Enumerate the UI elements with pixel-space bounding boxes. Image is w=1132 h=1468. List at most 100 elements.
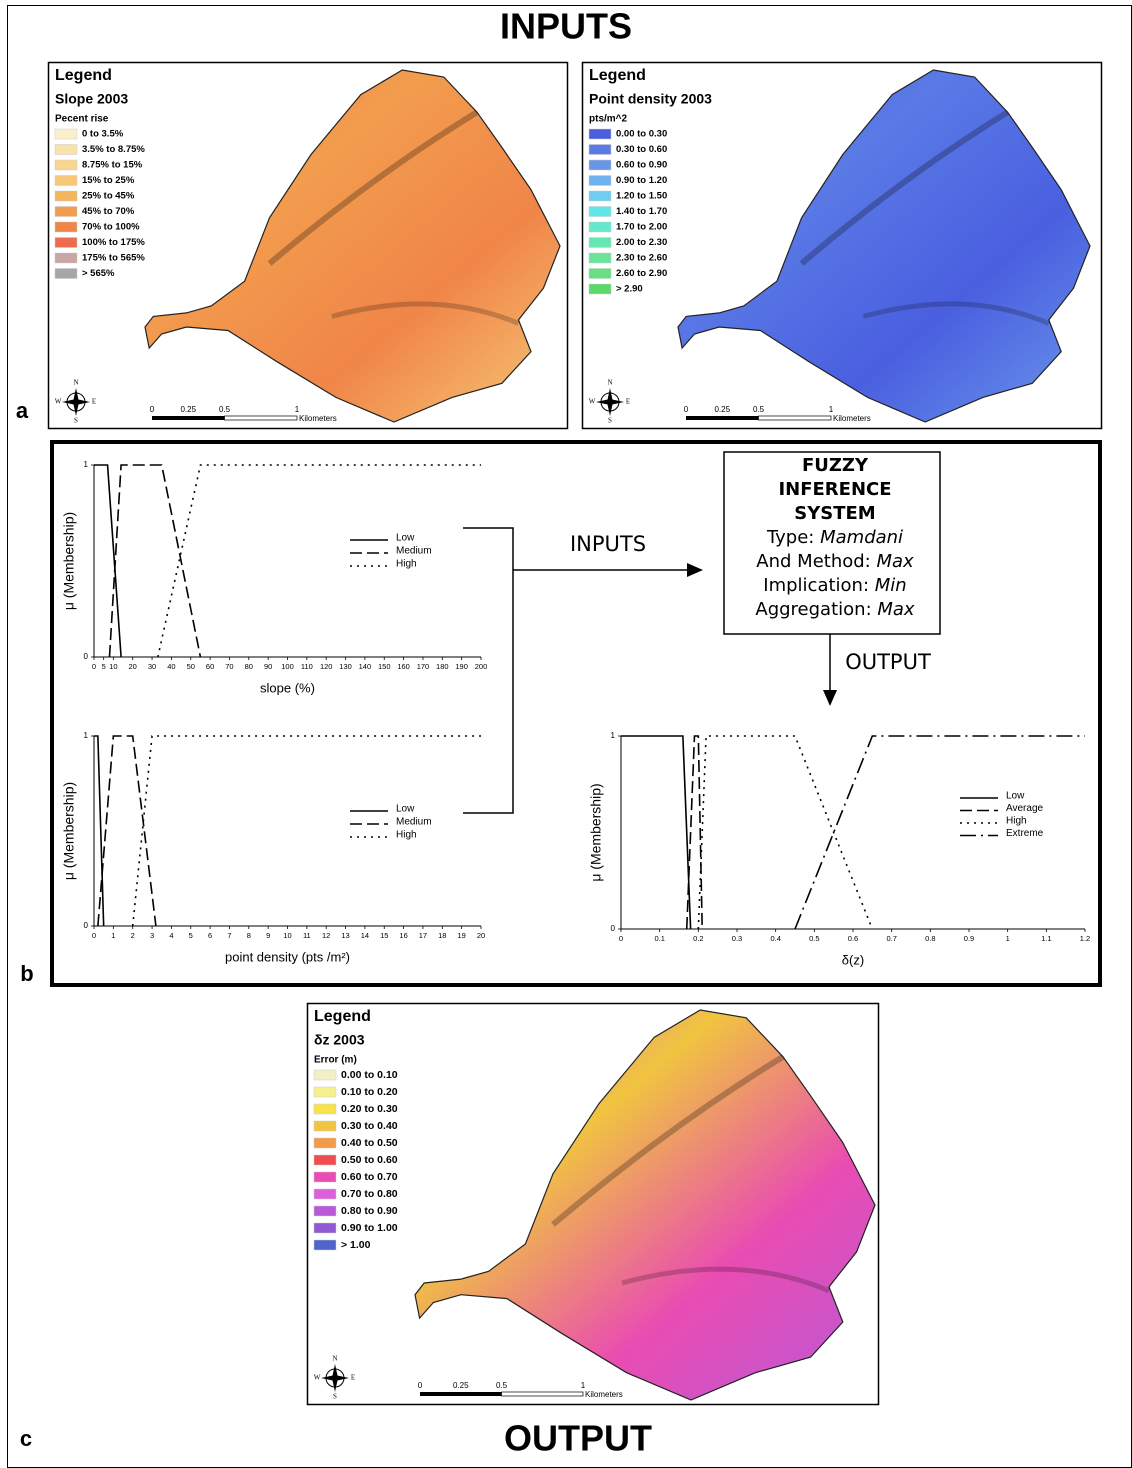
compass-letter: S [74,417,78,425]
x-tick-label: 180 [436,662,449,671]
fis-row: And Method: Max [756,551,914,572]
x-tick-label: 40 [167,662,175,671]
x-tick-label: 1.1 [1041,934,1051,943]
x-tick-label: 70 [225,662,233,671]
legend-swatch [588,268,612,279]
x-tick-label: 190 [455,662,468,671]
panel-label: c [20,1426,32,1451]
legend-label: > 565% [82,268,115,279]
legend-label: 1.70 to 2.00 [616,222,667,233]
scale-bar [686,416,759,420]
legend-swatch [313,1222,337,1234]
scale-label: 0.5 [219,405,231,414]
x-tick-label: 110 [301,662,313,671]
legend-unit: Error (m) [314,1055,357,1066]
output-label: OUTPUT [845,650,931,674]
scale-unit: Kilometers [585,1390,623,1399]
legend-label: Low [396,533,415,544]
x-tick-label: 19 [457,931,465,940]
x-tick-label: 0 [92,662,96,671]
legend-label: 0.00 to 0.10 [341,1069,398,1081]
compass-letter: N [73,379,78,387]
panel-label: b [20,961,33,986]
legend-title: Legend [55,67,112,84]
inputs-title: INPUTS [500,6,632,47]
x-tick-label: 9 [266,931,270,940]
membership-line [94,735,105,927]
arrow-head [687,563,703,577]
panel-label: a [16,398,29,423]
x-tick-label: 8 [247,931,251,940]
membership-line [131,735,481,927]
x-tick-label: 0.8 [925,934,935,943]
x-tick-label: 90 [264,662,272,671]
y-tick-label: 1 [84,460,89,469]
scale-label: 0 [418,1381,423,1390]
layer-title: Slope 2003 [55,91,128,107]
fis-value: Max [877,599,915,620]
scale-label: 0.25 [714,405,730,414]
x-tick-label: 1 [111,931,115,940]
legend-unit: Pecent rise [55,114,109,125]
x-tick-label: 5 [102,662,106,671]
x-tick-label: 200 [475,662,488,671]
legend-swatch [313,1188,337,1200]
valley-shading [551,1054,785,1227]
legend-label: > 1.00 [341,1239,371,1251]
x-tick-label: 0.4 [770,934,780,943]
legend-swatch [588,190,612,202]
inputs-label: INPUTS [570,532,646,556]
x-tick-label: 0.1 [654,934,664,943]
legend-swatch [54,237,78,248]
valley-shading [267,109,479,266]
legend-label: 8.75% to 15% [82,160,143,171]
scale-unit: Kilometers [299,414,337,423]
valley-shading [862,301,1050,326]
scale-bar [224,415,298,421]
legend-swatch [54,175,78,186]
legend-label: Average [1006,803,1044,814]
catchment-map [414,1009,876,1401]
legend-title: Legend [314,1008,371,1025]
fis-key: Implication: [763,575,869,596]
membership-line [685,735,703,930]
scale-label: 0 [150,405,155,414]
legend-swatch [54,268,78,279]
scale-label: 0.5 [753,405,765,414]
x-tick-label: 12 [322,931,330,940]
legend-swatch [54,190,78,202]
legend-swatch [54,144,78,155]
membership-line [794,735,1085,930]
x-tick-label: 6 [208,931,212,940]
scale-label: 0.5 [496,1381,508,1390]
x-tick-label: 0.5 [809,934,819,943]
valley-shading [799,109,1010,266]
compass-star [62,388,90,416]
legend-swatch [588,237,612,248]
x-tick-label: 30 [148,662,156,671]
membership-line [621,735,692,930]
x-tick-label: 13 [341,931,349,940]
membership-line [697,735,874,930]
x-axis-label: δ(z) [842,952,864,967]
x-tick-label: 18 [438,931,446,940]
scale-bar [152,416,225,420]
x-tick-label: 10 [109,662,117,671]
legend-swatch [313,1154,337,1166]
legend-swatch [54,221,78,233]
x-axis-label: point density (pts /m²) [225,949,350,964]
x-tick-label: 11 [303,931,311,940]
scale-bar [420,1392,502,1396]
x-tick-label: 60 [206,662,214,671]
fis-title: SYSTEM [794,503,875,524]
x-tick-label: 10 [283,931,291,940]
fis-key: Aggregation: [755,599,871,620]
legend-label: 1.20 to 1.50 [616,191,667,202]
legend-label: Low [1006,791,1025,802]
legend-swatch [54,252,78,264]
x-tick-label: 0 [619,934,623,943]
legend-label: 2.60 to 2.90 [616,268,667,279]
legend-label: 70% to 100% [82,222,140,233]
legend-swatch [588,221,612,233]
